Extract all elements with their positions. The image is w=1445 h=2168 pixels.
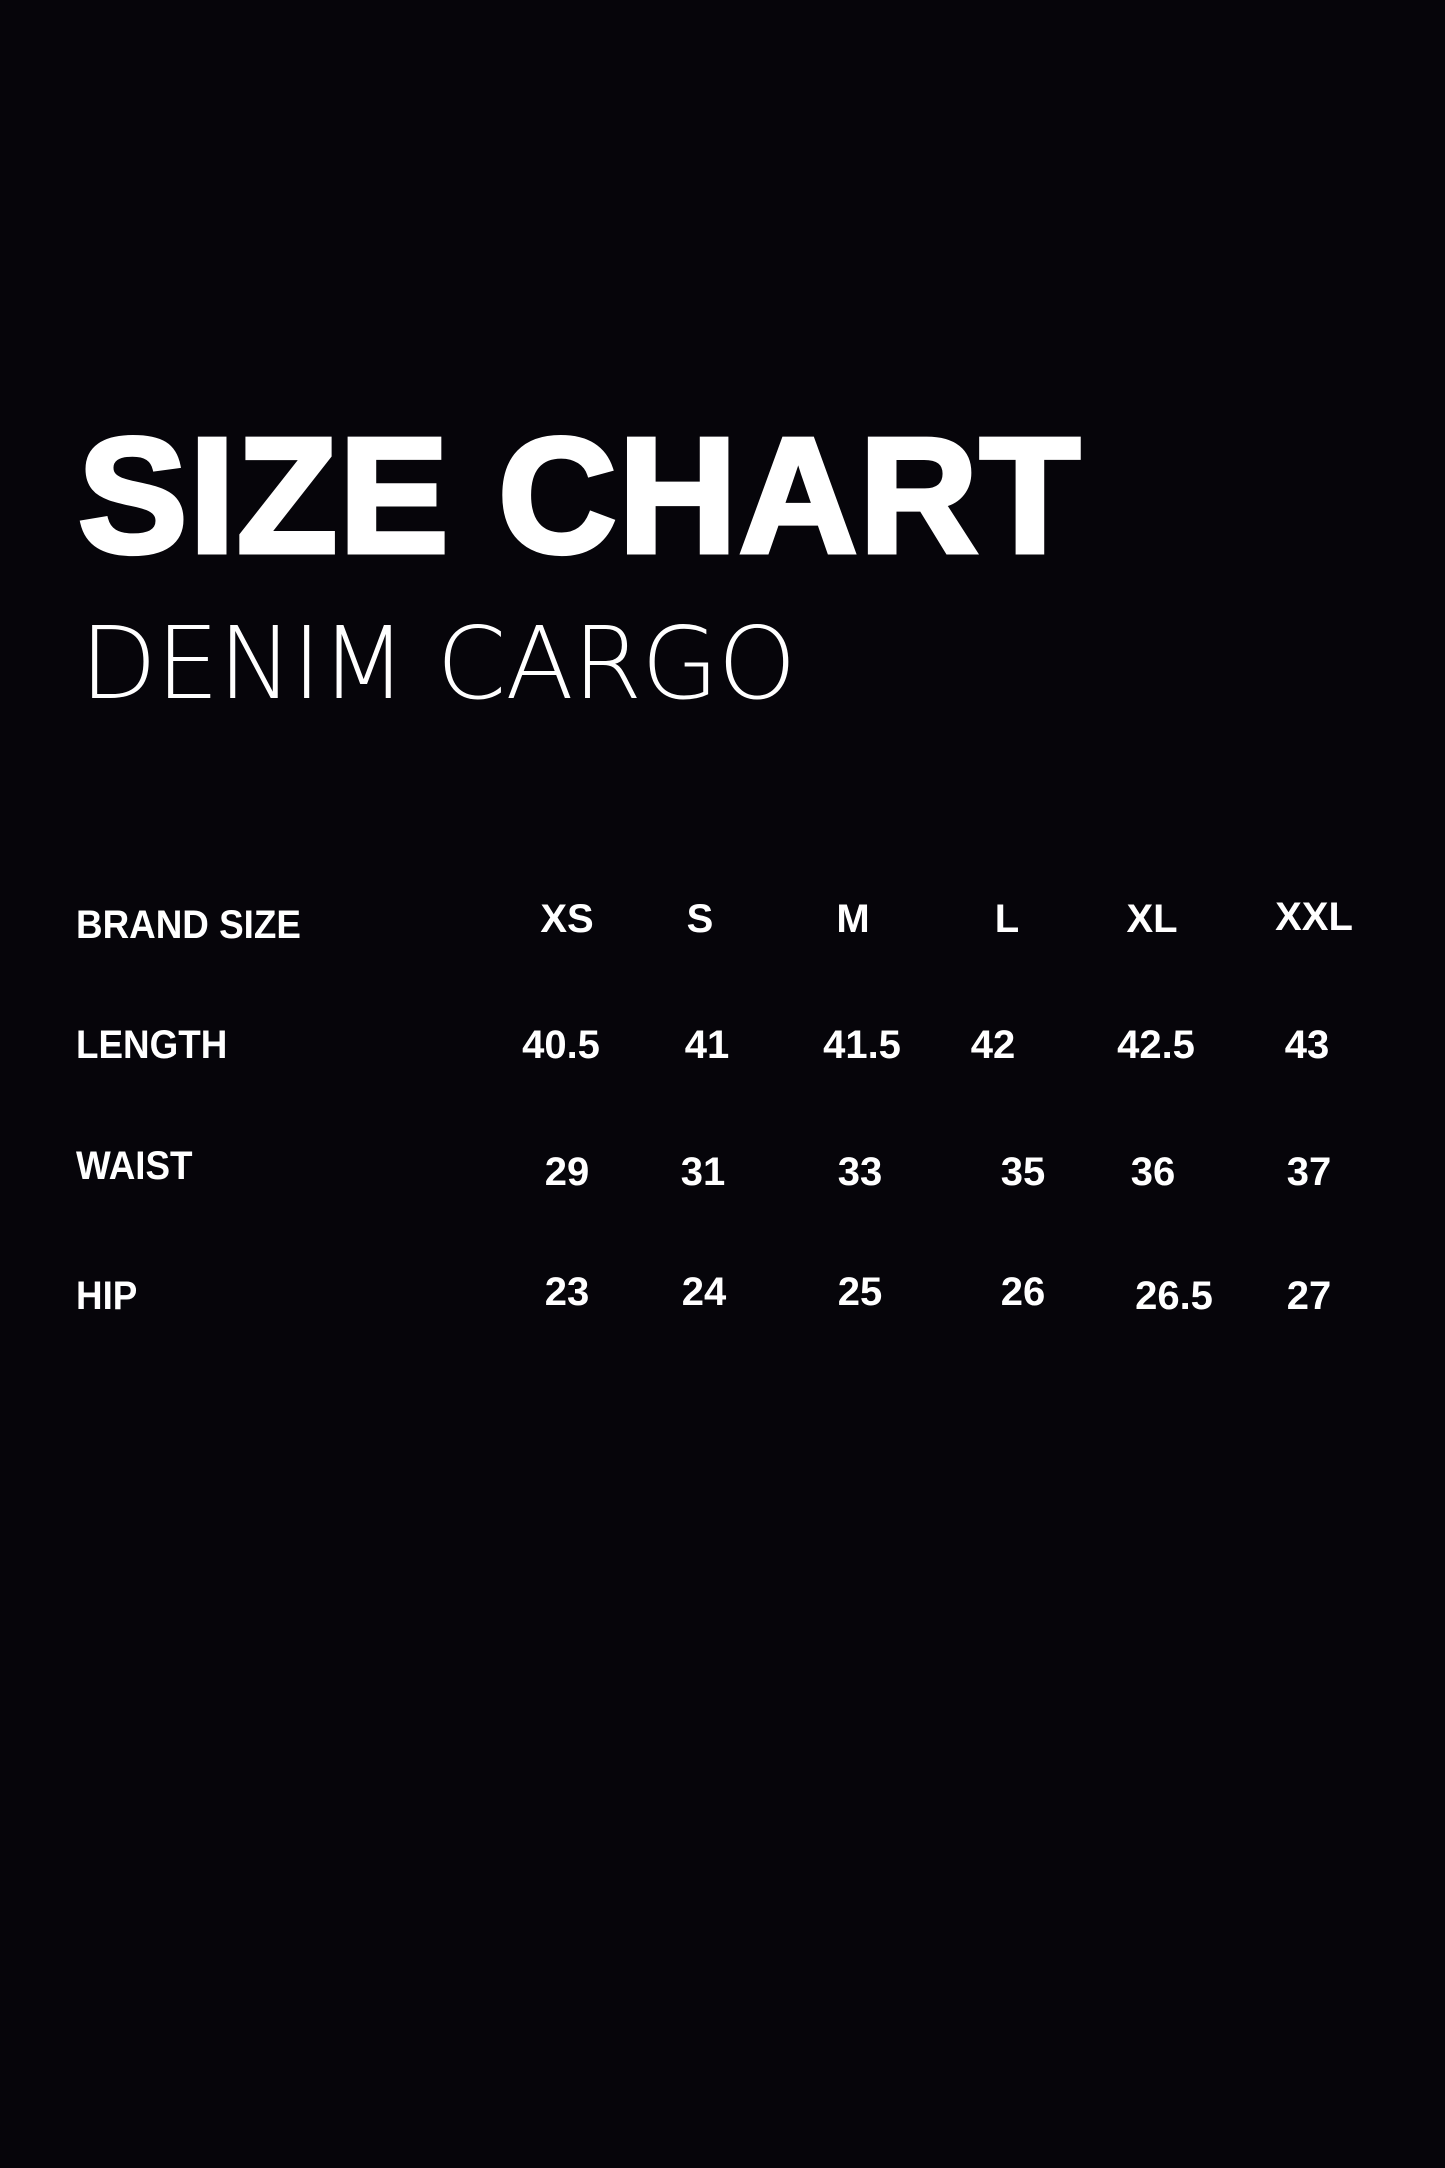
table-cell: 42.5 bbox=[1117, 1023, 1195, 1067]
table-row: HIP 23 24 25 26 26.5 27 bbox=[0, 1262, 1445, 1322]
table-cell: 40.5 bbox=[522, 1023, 600, 1067]
size-xxl: XXL bbox=[1275, 895, 1353, 939]
table-cell: 23 bbox=[544, 1270, 590, 1314]
table-row: LENGTH 40.5 41 41.5 42 42.5 43 bbox=[0, 1015, 1445, 1075]
table-cell: 26 bbox=[1000, 1270, 1046, 1314]
row-label: HIP bbox=[76, 1274, 138, 1318]
table-cell: 41 bbox=[684, 1023, 730, 1067]
table-cell: 36 bbox=[1130, 1150, 1176, 1194]
size-s: S bbox=[686, 897, 714, 941]
header-row: BRAND SIZE XS S M L XL XXL bbox=[0, 895, 1445, 955]
size-xs: XS bbox=[540, 897, 594, 941]
table-cell: 25 bbox=[837, 1270, 883, 1314]
table-cell: 27 bbox=[1286, 1274, 1332, 1318]
row-label: LENGTH bbox=[76, 1023, 228, 1067]
table-cell: 37 bbox=[1286, 1150, 1332, 1194]
size-l: L bbox=[994, 897, 1020, 941]
table-cell: 42 bbox=[970, 1023, 1016, 1067]
product-name: DENIM CARGO bbox=[80, 605, 796, 722]
table-cell: 35 bbox=[1000, 1150, 1046, 1194]
page-title: SIZE CHART bbox=[76, 404, 1083, 587]
size-xl: XL bbox=[1126, 897, 1178, 941]
table-cell: 29 bbox=[544, 1150, 590, 1194]
table-cell: 41.5 bbox=[823, 1023, 901, 1067]
row-label: WAIST bbox=[76, 1144, 193, 1188]
table-cell: 24 bbox=[681, 1270, 727, 1314]
table-cell: 33 bbox=[837, 1150, 883, 1194]
table-cell: 31 bbox=[680, 1150, 726, 1194]
table-cell: 26.5 bbox=[1135, 1274, 1213, 1318]
table-cell: 43 bbox=[1284, 1023, 1330, 1067]
size-m: M bbox=[836, 897, 870, 941]
header-label: BRAND SIZE bbox=[76, 903, 301, 947]
table-row: WAIST 29 31 33 35 36 37 bbox=[0, 1138, 1445, 1198]
